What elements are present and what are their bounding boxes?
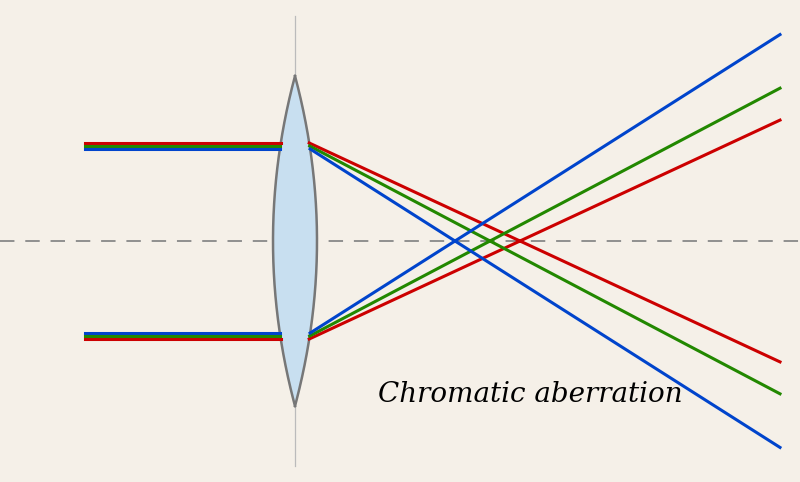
Text: Chromatic aberration: Chromatic aberration [378,381,682,409]
Polygon shape [273,76,317,406]
